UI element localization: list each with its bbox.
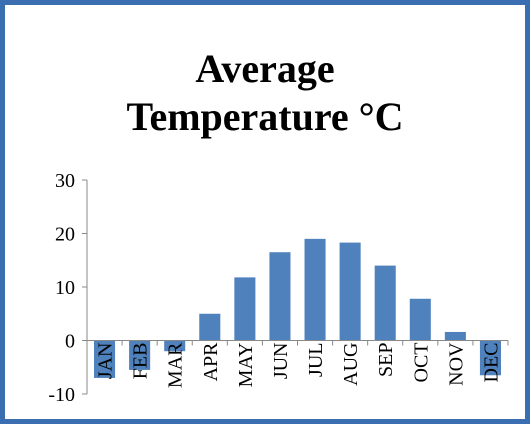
x-tick-label: APR: [200, 342, 222, 382]
x-tick-label: OCT: [410, 343, 432, 383]
bar: [129, 340, 151, 370]
y-tick-label: -10: [48, 384, 75, 406]
x-tick-label: MAR: [165, 342, 187, 388]
x-tick-label: MAY: [235, 343, 257, 388]
x-tick-label: JUL: [305, 343, 327, 377]
y-tick-label: 10: [55, 277, 75, 299]
bar: [304, 238, 326, 341]
chart-title: Average Temperature °C: [126, 46, 404, 139]
bar: [479, 340, 501, 376]
bar: [339, 242, 361, 341]
bar: [269, 252, 291, 341]
x-tick-label: FEB: [130, 343, 152, 380]
y-tick-label: 0: [65, 331, 75, 353]
x-tick-label: NOV: [445, 342, 467, 386]
y-tick-label: 20: [55, 224, 75, 246]
bar: [164, 340, 186, 352]
bar: [444, 331, 466, 341]
x-tick-label: JUN: [270, 343, 292, 380]
bar: [94, 340, 116, 378]
bar: [409, 298, 431, 341]
x-tick-label: DEC: [480, 343, 502, 383]
bar: [199, 313, 221, 341]
bar: [234, 277, 256, 341]
bar: [374, 265, 396, 341]
x-tick-label: SEP: [375, 343, 397, 377]
y-tick-label: 30: [55, 170, 75, 192]
x-tick-label: AUG: [340, 343, 362, 386]
x-tick-label: JAN: [95, 343, 117, 380]
